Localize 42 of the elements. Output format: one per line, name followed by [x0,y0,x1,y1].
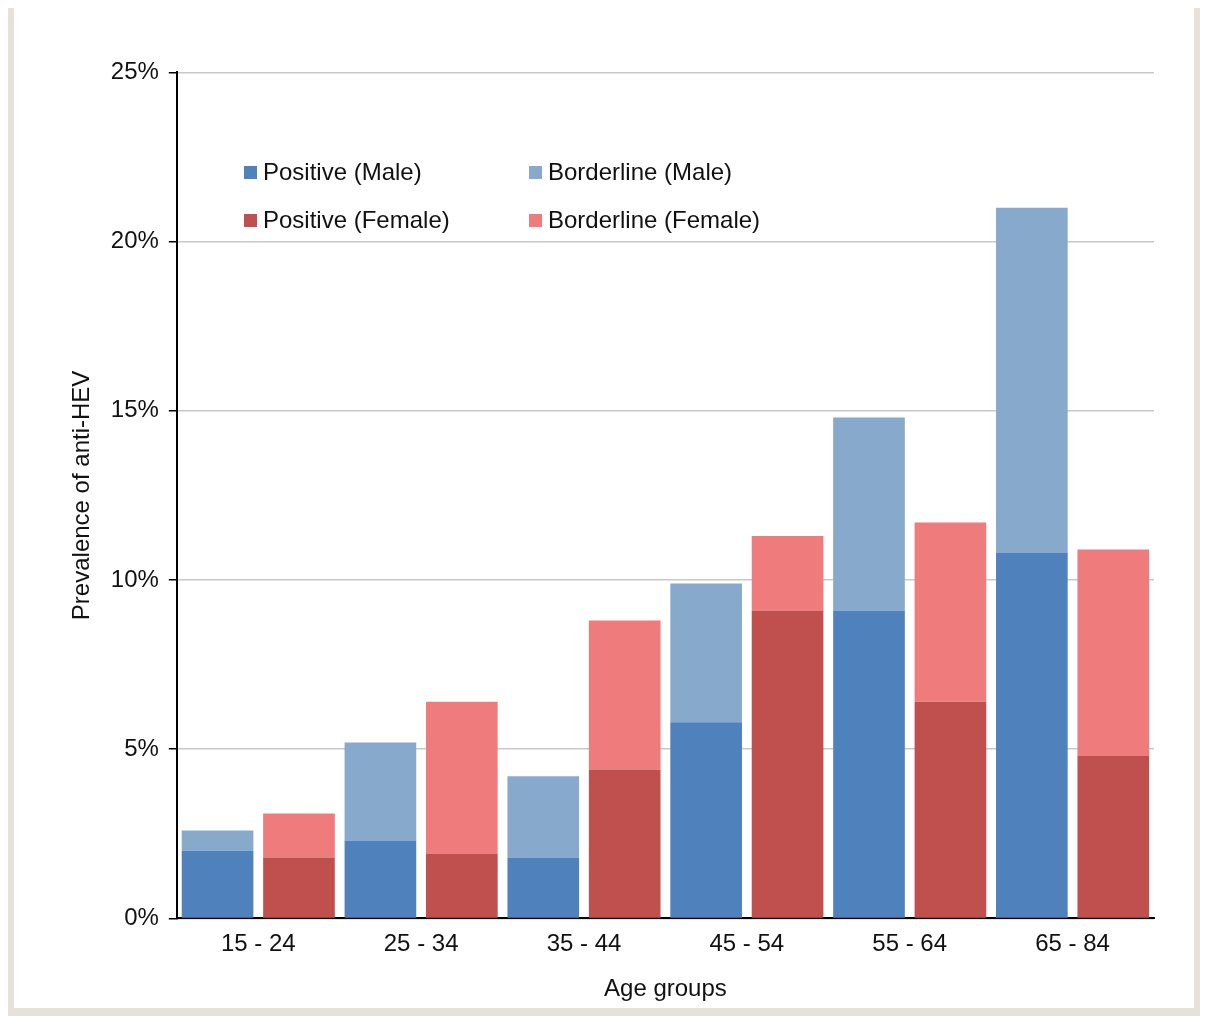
legend-label: Borderline (Male) [548,158,733,186]
bar [426,701,498,855]
x-tick-label: 35 - 44 [546,929,622,957]
bar [344,742,417,841]
bar [751,610,824,918]
y-axis-title: Prevalence of anti-HEV [67,370,95,621]
y-tick-label: 10% [110,564,159,592]
bar [263,857,335,918]
x-tick-label: 55 - 64 [872,929,948,957]
legend-label: Borderline (Female) [548,206,761,234]
bar [263,813,335,858]
x-tick-label: 15 - 24 [220,929,296,957]
x-tick-label: 45 - 54 [709,929,785,957]
bar [1077,755,1150,918]
x-axis-title: Age groups [604,974,727,1002]
bar [181,830,254,851]
bar [507,857,580,918]
legend-label: Positive (Male) [263,158,422,186]
bar [996,552,1068,918]
bar [588,620,661,770]
bar [833,610,905,918]
bar [588,769,661,918]
bar [914,522,987,702]
y-tick-label: 15% [110,395,159,423]
bar [507,776,580,858]
x-tick-label: 65 - 84 [1035,929,1110,957]
bar [751,536,824,611]
bar [670,583,742,723]
y-tick-label: 5% [124,733,159,761]
bar [1077,549,1150,756]
bar [181,850,254,918]
y-tick-label: 20% [110,226,159,254]
bar [996,207,1068,553]
x-tick-label: 25 - 34 [383,929,459,957]
bar [426,854,498,918]
bar [833,417,905,611]
legend-label: Positive (Female) [263,206,450,234]
bar [914,701,987,918]
y-tick-label: 0% [124,903,159,931]
bar [670,722,742,918]
y-tick-label: 25% [110,57,159,85]
bar [344,840,417,918]
